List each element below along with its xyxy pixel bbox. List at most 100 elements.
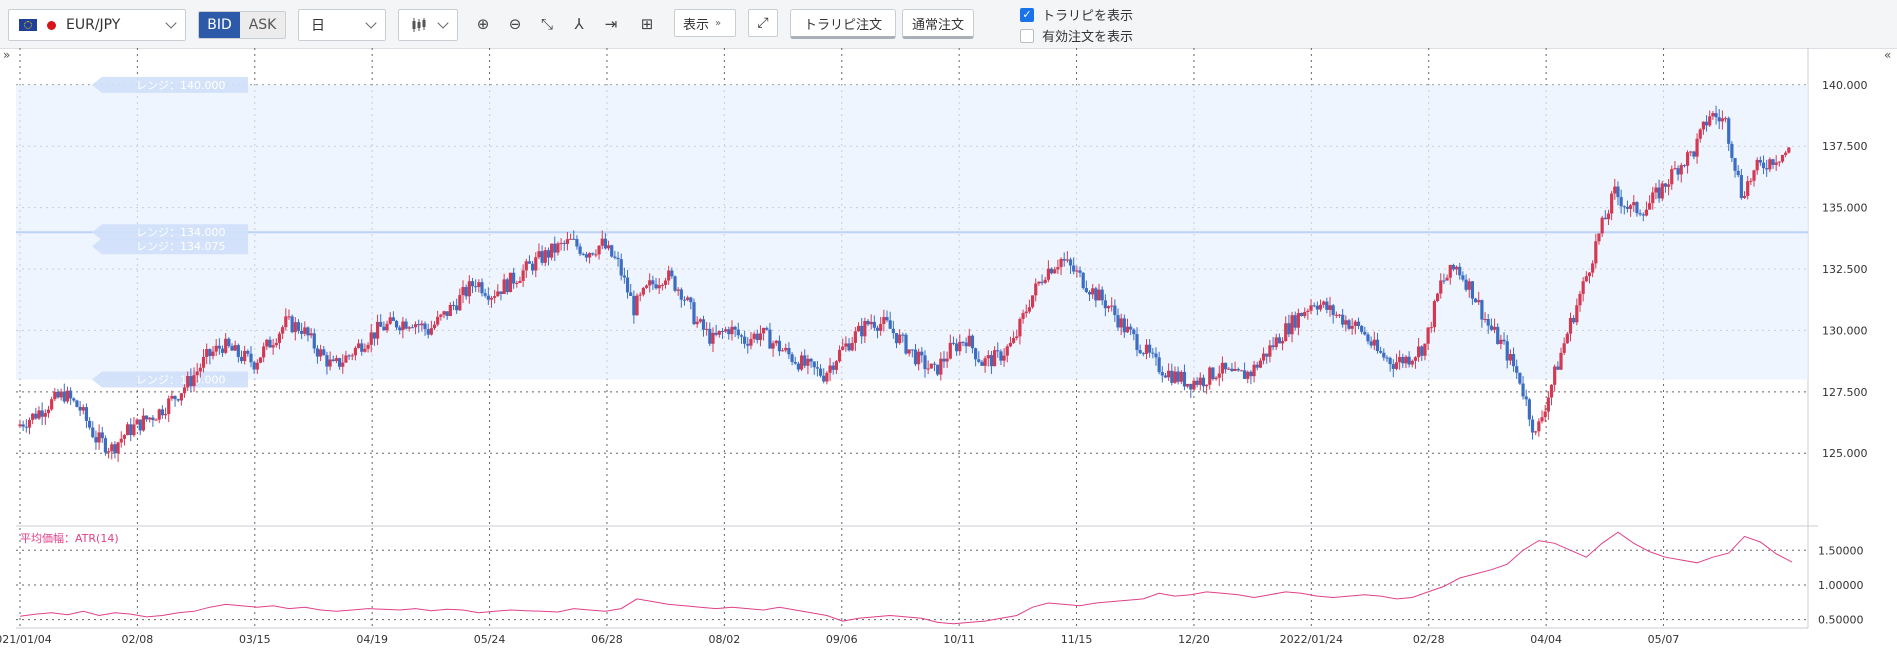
candle xyxy=(1454,265,1459,275)
candle xyxy=(1379,346,1383,354)
chart-type-select[interactable] xyxy=(398,9,458,41)
candle xyxy=(1369,336,1373,349)
candle xyxy=(1331,303,1335,324)
expand-left-panel-icon[interactable]: » xyxy=(3,48,11,62)
period-select[interactable]: 日 xyxy=(298,9,386,41)
zoom-out-icon[interactable]: ⊖ xyxy=(508,15,522,33)
ask-button[interactable]: ASK xyxy=(240,12,285,38)
candle-body xyxy=(410,327,414,329)
candle-body xyxy=(1701,121,1705,130)
time-tick-label: 10/11 xyxy=(943,633,975,646)
range-label: レンジ：140.000 xyxy=(92,76,248,93)
candle xyxy=(860,317,864,344)
candle-body xyxy=(1091,288,1095,295)
candle xyxy=(1233,361,1237,372)
candle xyxy=(929,363,933,369)
jump-latest-icon[interactable]: ⇥ xyxy=(604,15,618,33)
bid-button[interactable]: BID xyxy=(199,12,241,38)
candle xyxy=(676,287,680,296)
candle-body xyxy=(1043,279,1047,283)
candle xyxy=(1483,312,1487,323)
candle xyxy=(1723,116,1728,123)
candle xyxy=(451,301,456,311)
candle-body xyxy=(1059,258,1063,268)
candle xyxy=(502,273,506,295)
candle xyxy=(91,421,95,439)
fullscreen-button[interactable]: ⤢ xyxy=(748,9,778,37)
candle xyxy=(974,347,978,367)
candle xyxy=(790,352,794,366)
candle xyxy=(1034,278,1038,302)
candle-body xyxy=(644,285,649,288)
candle-body xyxy=(505,279,509,293)
candle-body xyxy=(1252,364,1256,377)
candle-body xyxy=(1265,353,1269,357)
candle xyxy=(369,324,373,353)
candle xyxy=(281,325,285,339)
candle-body xyxy=(62,391,66,402)
candle xyxy=(214,339,218,356)
candle xyxy=(970,334,975,354)
tralipi-order-button[interactable]: トラリピ注文 xyxy=(790,9,896,39)
candle xyxy=(1451,263,1456,272)
candle xyxy=(1502,332,1506,345)
show-tralipi-checkbox[interactable]: ✓ トラリピを表示 xyxy=(1020,5,1133,24)
candle xyxy=(1477,291,1481,306)
candle-body xyxy=(1274,337,1278,348)
candle xyxy=(50,396,54,411)
fit-screen-icon[interactable]: ⤡ xyxy=(540,15,553,33)
expand-right-panel-icon[interactable]: « xyxy=(1884,48,1892,62)
candle-body xyxy=(366,344,370,349)
candle-body xyxy=(186,376,190,388)
candle xyxy=(1151,348,1155,359)
candle xyxy=(1698,128,1702,143)
display-menu-button[interactable]: 表示 » xyxy=(674,9,736,37)
cursor-lock-icon[interactable]: ⅄ xyxy=(574,15,584,33)
symbol-select[interactable]: EUR/JPY xyxy=(8,9,186,41)
candle-body xyxy=(1666,184,1671,187)
candle xyxy=(322,346,326,356)
candle-body xyxy=(1271,345,1275,348)
candle xyxy=(1030,295,1035,309)
candle xyxy=(1701,121,1705,135)
candle xyxy=(401,316,405,339)
candle-body xyxy=(1597,233,1601,242)
candle-body xyxy=(809,358,813,362)
candle-body xyxy=(1717,117,1721,122)
candle xyxy=(1106,305,1111,313)
candle xyxy=(1337,313,1342,318)
candle-body xyxy=(587,253,592,258)
candle-body xyxy=(1423,343,1427,356)
candle xyxy=(309,328,313,339)
zoom-in-icon[interactable]: ⊕ xyxy=(476,15,490,33)
candle xyxy=(942,351,946,368)
candle xyxy=(110,441,114,460)
candle xyxy=(1125,318,1130,334)
time-tick-label: 05/07 xyxy=(1648,633,1680,646)
candle xyxy=(1027,299,1032,314)
candle xyxy=(1610,190,1614,221)
candle xyxy=(303,321,307,337)
candle-body xyxy=(379,321,383,327)
candle-body xyxy=(499,291,503,294)
show-active-orders-checkbox[interactable]: 有効注文を表示 xyxy=(1020,26,1133,45)
candle-body xyxy=(1325,301,1329,310)
candle-body xyxy=(1018,319,1022,337)
candle xyxy=(75,399,79,408)
candle-body xyxy=(56,391,60,398)
candle-body xyxy=(692,302,696,325)
candle-body xyxy=(1350,325,1354,329)
candle-body xyxy=(239,356,244,362)
candle-body xyxy=(632,295,636,316)
candle-body xyxy=(1258,360,1262,368)
normal-order-button[interactable]: 通常注文 xyxy=(902,9,974,39)
candle xyxy=(818,364,823,378)
candle xyxy=(1733,157,1737,178)
atr-tick-label: 1.00000 xyxy=(1818,579,1864,592)
candle-body xyxy=(1467,281,1471,290)
candle xyxy=(1141,352,1145,357)
candle xyxy=(765,326,769,331)
add-indicator-icon[interactable]: ⊞ xyxy=(640,15,654,33)
